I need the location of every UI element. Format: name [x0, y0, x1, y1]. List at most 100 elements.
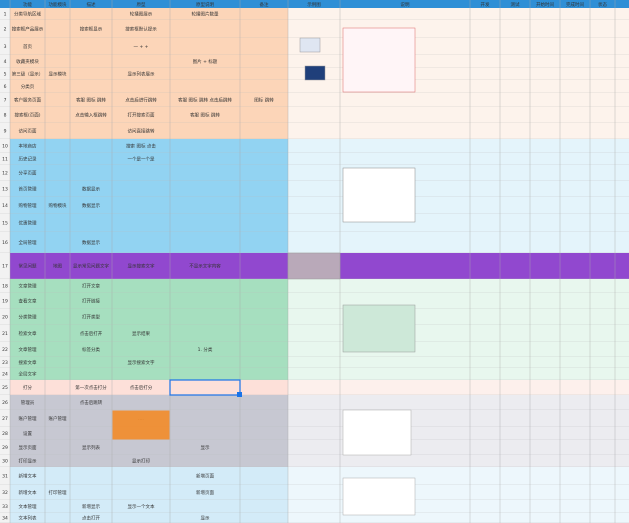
row-bg-right	[288, 342, 629, 357]
cell-text: 显示列表	[82, 444, 100, 451]
cell-text: 图片 + 标题	[193, 58, 218, 65]
row-bg	[10, 123, 288, 139]
row-number: 11	[2, 157, 8, 163]
cell-text: 打开文章	[82, 283, 100, 290]
cell-text: 购物管理	[19, 202, 37, 209]
cell-text: 点击后打分	[130, 384, 153, 391]
cell-text: 历史记录	[19, 156, 37, 163]
row-bg	[10, 165, 288, 181]
cell-text: 一个是一个是	[128, 157, 155, 163]
row-number: 7	[4, 98, 7, 104]
row-bg	[10, 181, 288, 197]
cell-text: 数据显示	[82, 202, 100, 209]
cell-text: 显示模块	[49, 71, 67, 78]
cell-text: 新增文本	[19, 489, 37, 496]
row-number: 32	[2, 490, 8, 496]
cell-text: 账户管理	[49, 415, 67, 422]
cell-text: 不显示文字内容	[189, 263, 221, 270]
cell-text: 全局管理	[19, 239, 37, 246]
cell-text: 新增文本	[19, 473, 37, 480]
embedded-image[interactable]	[342, 409, 412, 456]
row-number-cell	[0, 68, 10, 80]
row-number-cell	[0, 500, 10, 513]
row-bg	[10, 68, 288, 80]
column-header: 备注	[260, 1, 269, 8]
selection-handle[interactable]	[237, 392, 242, 397]
cell-text: 文章管理	[19, 346, 37, 353]
row-bg-right	[288, 485, 629, 500]
row-number-cell	[0, 123, 10, 139]
row-bg-right	[288, 80, 629, 93]
cell-text: 文本列表	[19, 515, 37, 522]
row-bg	[10, 253, 288, 279]
row-number-cell	[0, 80, 10, 93]
cell-text: 数据显示	[82, 239, 100, 246]
row-bg	[10, 485, 288, 500]
column-header: 原型说明	[196, 1, 214, 8]
row-number: 6	[4, 84, 7, 90]
row-bg	[10, 279, 288, 293]
row-number-cell	[0, 253, 10, 279]
row-bg-right	[288, 500, 629, 513]
row-bg	[10, 139, 288, 153]
row-bg	[10, 440, 288, 455]
cell-text: 访问直接跳转	[128, 128, 155, 135]
cell-text: 新增页面	[196, 473, 214, 480]
row-number-cell	[0, 8, 10, 20]
selected-cell[interactable]	[169, 379, 241, 396]
embedded-image[interactable]	[342, 167, 416, 223]
row-number-cell	[0, 293, 10, 309]
cell-text: 优惠管理	[19, 220, 37, 227]
row-number-cell	[0, 153, 10, 165]
row-number: 30	[2, 459, 8, 465]
cell-text: 显示	[201, 516, 210, 522]
row-bg-right	[288, 232, 629, 253]
cell-text: 搜索框默认提示	[125, 26, 157, 33]
embedded-image[interactable]	[342, 304, 416, 353]
embedded-image[interactable]	[299, 37, 321, 53]
cell-text: 管理员	[21, 399, 35, 406]
cell-text: 显示列表展示	[128, 71, 155, 78]
row-number: 21	[2, 331, 8, 337]
row-number-cell	[0, 485, 10, 500]
row-number: 9	[4, 129, 7, 135]
cell-text: 打开链接	[82, 298, 100, 305]
column-header: 完成时间	[566, 1, 584, 8]
row-bg-right	[288, 55, 629, 68]
row-bg	[10, 455, 288, 467]
cell-text: 客服 图标 跳转 点击后跳转	[178, 97, 232, 104]
row-bg-right	[288, 153, 629, 165]
row-number: 2	[4, 27, 7, 33]
row-bg-right	[288, 68, 629, 80]
embedded-image[interactable]	[304, 65, 326, 81]
row-number-cell	[0, 440, 10, 455]
row-number: 26	[2, 400, 8, 406]
row-number: 20	[2, 315, 8, 321]
row-bg	[10, 500, 288, 513]
row-number: 4	[4, 59, 7, 65]
row-number-cell	[0, 325, 10, 342]
embedded-image[interactable]	[342, 27, 416, 93]
row-number-cell	[0, 93, 10, 107]
row-bg-right	[288, 214, 629, 232]
row-bg	[10, 197, 288, 214]
cell-text: 点击输入框跳转	[75, 112, 107, 119]
row-number-cell	[0, 279, 10, 293]
row-bg-right	[288, 427, 629, 440]
embedded-image[interactable]	[287, 252, 341, 280]
row-number-cell	[0, 455, 10, 467]
row-number: 17	[2, 264, 8, 270]
cell-text: 显示	[201, 445, 210, 451]
embedded-image[interactable]	[342, 477, 416, 516]
cell-text: 打开搜索页面	[128, 112, 155, 119]
row-number-cell	[0, 368, 10, 380]
row-bg	[10, 293, 288, 309]
row-bg	[10, 467, 288, 485]
row-bg	[10, 232, 288, 253]
row-number: 23	[2, 360, 8, 366]
row-bg	[10, 342, 288, 357]
row-number: 34	[2, 516, 8, 522]
row-number-cell	[0, 38, 10, 55]
row-number: 13	[2, 187, 8, 193]
